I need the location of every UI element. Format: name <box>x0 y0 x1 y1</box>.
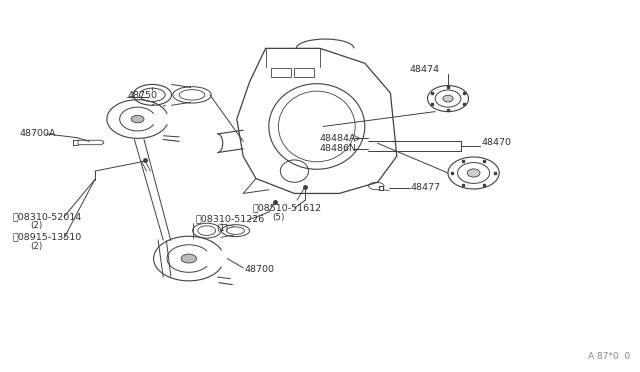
Text: A·87*0  0: A·87*0 0 <box>588 352 630 361</box>
Bar <box>271 68 291 77</box>
Text: 48484A: 48484A <box>320 134 356 143</box>
Ellipse shape <box>467 169 480 177</box>
Text: Ⓝ08510-51612: Ⓝ08510-51612 <box>253 204 322 213</box>
Text: 48477: 48477 <box>411 183 441 192</box>
Text: (2): (2) <box>31 242 43 251</box>
Text: 48470: 48470 <box>481 138 511 147</box>
Text: (5): (5) <box>272 213 285 222</box>
Text: Ⓜ08915-13510: Ⓜ08915-13510 <box>13 232 82 241</box>
Ellipse shape <box>181 254 196 263</box>
Text: Ⓝ08310-51226: Ⓝ08310-51226 <box>195 214 264 223</box>
Text: (1): (1) <box>216 224 228 232</box>
Text: 48700A: 48700A <box>19 129 56 138</box>
Text: 48486N: 48486N <box>320 144 357 153</box>
Text: 48750: 48750 <box>128 92 158 100</box>
Ellipse shape <box>443 95 453 102</box>
Text: 48700: 48700 <box>244 265 275 274</box>
Ellipse shape <box>131 115 144 123</box>
Bar <box>294 68 314 77</box>
Text: (2): (2) <box>31 221 43 230</box>
Text: 48474: 48474 <box>410 65 440 74</box>
Text: Ⓝ08310-52014: Ⓝ08310-52014 <box>13 212 82 221</box>
